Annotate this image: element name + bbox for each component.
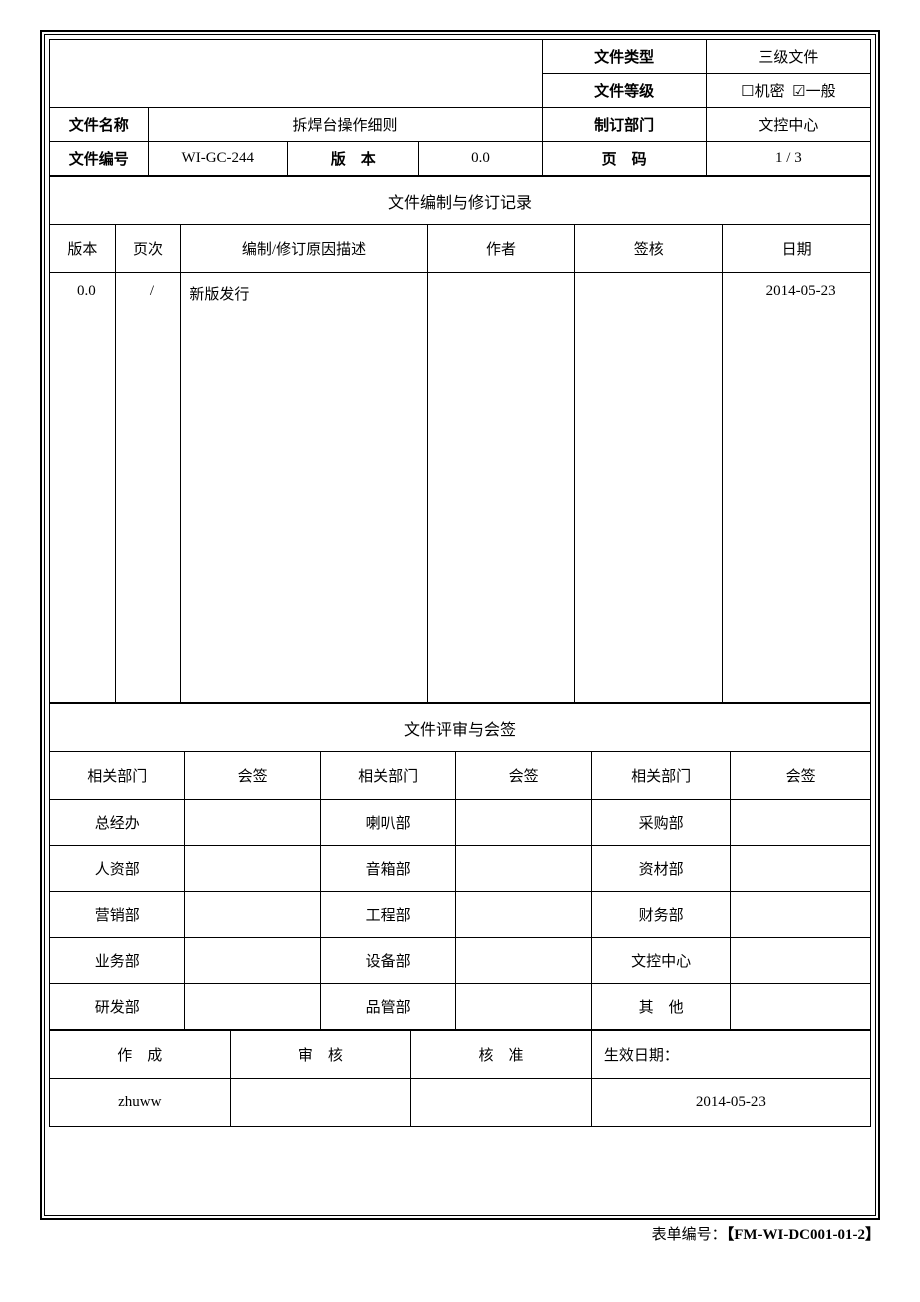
cs-cell: [731, 938, 871, 984]
cs-cell: 设备部: [320, 938, 455, 984]
cs-cell: [185, 800, 320, 846]
dept-value: 文控中心: [706, 108, 870, 142]
effective-label: 生效日期：: [591, 1031, 870, 1079]
cs-cell: [456, 984, 591, 1030]
cs-cell: 文控中心: [591, 938, 731, 984]
inner-border: 文件类型 三级文件 文件等级 ☐机密 ☑一般 文件名称 拆焊台操作细则 制订部门…: [44, 34, 876, 1216]
page-value: 1 / 3: [706, 142, 870, 176]
cs-cell: [456, 938, 591, 984]
normal-label: 一般: [806, 84, 836, 100]
cs-cell: 财务部: [591, 892, 731, 938]
doc-level-value: ☐机密 ☑一般: [706, 74, 870, 108]
rev-reason: 新版发行: [181, 273, 427, 703]
cs-cell: 工程部: [320, 892, 455, 938]
secret-label: 机密: [755, 84, 785, 100]
cs-cell: [456, 892, 591, 938]
form-number-footer: 表单编号：【FM-WI-DC001-01-2】: [652, 1223, 880, 1244]
effective-value: 2014-05-23: [591, 1079, 870, 1127]
cs-cell: [731, 846, 871, 892]
rev-col-page: 页次: [115, 225, 181, 273]
cs-cell: [185, 892, 320, 938]
version-value: 0.0: [419, 142, 542, 176]
logo-area: [50, 40, 543, 108]
doc-no-label: 文件编号: [50, 142, 149, 176]
cs-col-sign-1: 会签: [185, 752, 320, 800]
doc-level-label: 文件等级: [542, 74, 706, 108]
rev-col-author: 作者: [427, 225, 575, 273]
cs-cell: 音箱部: [320, 846, 455, 892]
outer-border: 文件类型 三级文件 文件等级 ☐机密 ☑一般 文件名称 拆焊台操作细则 制订部门…: [40, 30, 880, 1220]
rev-page: /: [115, 273, 181, 703]
rev-sign: [575, 273, 723, 703]
cs-cell: 研发部: [50, 984, 185, 1030]
made-value: zhuww: [50, 1079, 231, 1127]
page-label: 页 码: [542, 142, 706, 176]
document-page: 文件类型 三级文件 文件等级 ☐机密 ☑一般 文件名称 拆焊台操作细则 制订部门…: [0, 0, 920, 1302]
cs-cell: [456, 800, 591, 846]
checkbox-secret-icon: ☐: [741, 83, 754, 100]
cs-cell: [731, 892, 871, 938]
version-label: 版 本: [288, 142, 419, 176]
approve-label: 核 准: [411, 1031, 592, 1079]
cs-cell: [731, 800, 871, 846]
revision-table: 文件编制与修订记录 版本 页次 编制/修订原因描述 作者 签核 日期 0.0 /…: [49, 176, 871, 703]
rev-col-sign: 签核: [575, 225, 723, 273]
doc-no-value: WI-GC-244: [148, 142, 288, 176]
header-table: 文件类型 三级文件 文件等级 ☐机密 ☑一般 文件名称 拆焊台操作细则 制订部门…: [49, 39, 871, 176]
approve-value: [411, 1079, 592, 1127]
rev-col-reason: 编制/修订原因描述: [181, 225, 427, 273]
dept-label: 制订部门: [542, 108, 706, 142]
rev-date: 2014-05-23: [723, 273, 871, 703]
checkbox-normal-icon: ☑: [792, 83, 805, 100]
cs-col-dept-2: 相关部门: [320, 752, 455, 800]
countersign-section-title: 文件评审与会签: [50, 704, 871, 752]
cs-cell: [731, 984, 871, 1030]
rev-version: 0.0: [50, 273, 116, 703]
cs-col-sign-3: 会签: [731, 752, 871, 800]
review-label: 审 核: [230, 1031, 411, 1079]
rev-col-date: 日期: [723, 225, 871, 273]
cs-cell: 采购部: [591, 800, 731, 846]
cs-cell: 人资部: [50, 846, 185, 892]
cs-cell: 总经办: [50, 800, 185, 846]
cs-cell: [456, 846, 591, 892]
doc-type-value: 三级文件: [706, 40, 870, 74]
cs-cell: [185, 938, 320, 984]
doc-type-label: 文件类型: [542, 40, 706, 74]
cs-cell: [185, 846, 320, 892]
rev-author: [427, 273, 575, 703]
cs-cell: 营销部: [50, 892, 185, 938]
doc-name-value: 拆焊台操作细则: [148, 108, 542, 142]
cs-cell: 品管部: [320, 984, 455, 1030]
form-no-value: 【FM-WI-DC001-01-2】: [727, 1227, 880, 1243]
cs-cell: 资材部: [591, 846, 731, 892]
cs-col-dept-1: 相关部门: [50, 752, 185, 800]
review-value: [230, 1079, 411, 1127]
cs-cell: 其 他: [591, 984, 731, 1030]
cs-cell: [185, 984, 320, 1030]
made-label: 作 成: [50, 1031, 231, 1079]
form-no-label: 表单编号：: [652, 1227, 727, 1243]
cs-col-sign-2: 会签: [456, 752, 591, 800]
cs-cell: 喇叭部: [320, 800, 455, 846]
approval-table: 作 成 审 核 核 准 生效日期： zhuww 2014-05-23: [49, 1030, 871, 1127]
cs-cell: 业务部: [50, 938, 185, 984]
doc-name-label: 文件名称: [50, 108, 149, 142]
revision-section-title: 文件编制与修订记录: [50, 177, 871, 225]
rev-col-version: 版本: [50, 225, 116, 273]
countersign-table: 文件评审与会签 相关部门 会签 相关部门 会签 相关部门 会签 总经办 喇叭部 …: [49, 703, 871, 1030]
cs-col-dept-3: 相关部门: [591, 752, 731, 800]
